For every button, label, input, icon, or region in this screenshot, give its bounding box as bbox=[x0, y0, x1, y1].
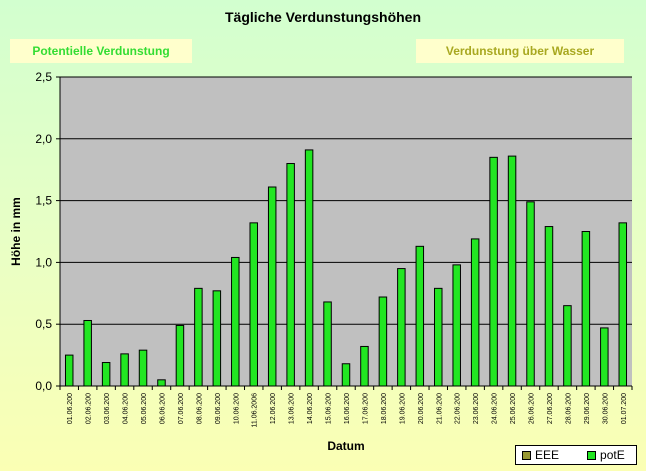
annotation-verdunstung-ueber-wasser: Verdunstung über Wasser bbox=[416, 39, 624, 63]
bar-pote bbox=[64, 354, 74, 387]
x-tick-label: 20.06.200 bbox=[418, 393, 425, 424]
bar-pote bbox=[489, 156, 498, 387]
x-tick-label: 13.06.200 bbox=[289, 393, 296, 424]
bar-pote bbox=[415, 245, 425, 387]
x-tick-label: 24.06.200 bbox=[492, 393, 499, 424]
x-tick-label: 09.06.200 bbox=[215, 393, 222, 424]
bar-pote bbox=[544, 226, 554, 387]
bar-pote bbox=[581, 231, 591, 387]
x-tick-label: 06.06.200 bbox=[159, 393, 166, 424]
bar-pote bbox=[267, 186, 277, 387]
bar-pote bbox=[452, 264, 461, 387]
bar-pote bbox=[323, 301, 332, 387]
bar-pote bbox=[231, 256, 240, 387]
bar-pote bbox=[360, 345, 369, 387]
x-tick-label: 01.07.200 bbox=[621, 393, 628, 424]
chart-title: Tägliche Verdunstungshöhen bbox=[224, 9, 422, 25]
y-tick-label: 2,5 bbox=[35, 70, 52, 84]
x-tick-label: 07.06.200 bbox=[178, 393, 185, 424]
x-tick-label: 01.06.200 bbox=[67, 393, 74, 424]
bar-pote bbox=[157, 379, 166, 387]
bar-pote bbox=[138, 349, 148, 387]
x-tick-label: 28.06.200 bbox=[565, 393, 572, 424]
x-tick-label: 10.06.200 bbox=[233, 393, 240, 424]
y-tick-label: 1,5 bbox=[35, 194, 52, 208]
bar-pote bbox=[120, 353, 129, 387]
x-tick-label: 17.06.200 bbox=[362, 393, 369, 424]
bar-pote bbox=[286, 163, 295, 387]
bar-pote bbox=[563, 305, 572, 387]
legend-swatch-pote bbox=[587, 450, 597, 460]
x-tick-label: 27.06.200 bbox=[547, 393, 554, 424]
legend-label-eee: EEE bbox=[535, 448, 560, 462]
bar-pote bbox=[304, 149, 314, 387]
x-tick-label: 16.06.200 bbox=[344, 393, 351, 424]
x-tick-label: 03.06.200 bbox=[104, 393, 111, 424]
x-tick-label: 19.06.200 bbox=[399, 393, 406, 424]
bar-pote bbox=[212, 290, 222, 387]
plot-area bbox=[60, 77, 632, 386]
x-tick-label: 29.06.200 bbox=[584, 393, 591, 424]
bar-pote bbox=[600, 327, 609, 387]
bar-pote bbox=[507, 155, 517, 387]
x-tick-label: 18.06.200 bbox=[381, 393, 388, 424]
legend-label-pote: potE bbox=[600, 448, 625, 462]
x-tick-label: 21.06.200 bbox=[436, 393, 443, 424]
y-axis-title: Höhe in mm bbox=[9, 197, 23, 266]
x-axis-title: Datum bbox=[327, 439, 364, 453]
bar-pote bbox=[341, 363, 351, 387]
x-tick-label: 15.06.200 bbox=[326, 393, 333, 424]
bar-pote bbox=[194, 287, 203, 387]
bar-pote bbox=[397, 268, 406, 387]
bar-pote bbox=[618, 222, 628, 387]
x-tick-label: 12.06.200 bbox=[270, 393, 277, 424]
x-tick-label: 22.06.200 bbox=[455, 393, 462, 424]
y-tick-label: 0,0 bbox=[35, 379, 52, 393]
bar-pote bbox=[101, 362, 111, 387]
bar-pote bbox=[434, 287, 443, 387]
x-tick-label: 23.06.200 bbox=[473, 393, 480, 424]
annotation-potentielle-verdunstung: Potentielle Verdunstung bbox=[10, 39, 192, 63]
x-tick-label: 04.06.200 bbox=[123, 393, 130, 424]
x-tick-label: 25.06.200 bbox=[510, 393, 517, 424]
bar-pote bbox=[175, 324, 185, 387]
legend-item-eee: EEE bbox=[522, 448, 559, 462]
x-tick-label: 30.06.200 bbox=[602, 393, 609, 424]
x-tick-label: 02.06.200 bbox=[86, 393, 93, 424]
y-tick-label: 2,0 bbox=[35, 132, 52, 146]
legend-swatch-eee bbox=[522, 450, 531, 460]
bar-pote bbox=[526, 201, 535, 387]
x-tick-label: 05.06.200 bbox=[141, 393, 148, 424]
x-tick-label: 08.06.200 bbox=[196, 393, 203, 424]
legend: EEE potE bbox=[515, 445, 637, 465]
x-tick-label: 11.06.2006 bbox=[252, 393, 259, 428]
bar-pote bbox=[83, 319, 92, 387]
bar-pote bbox=[249, 222, 258, 387]
y-tick-label: 1,0 bbox=[35, 255, 52, 269]
bar-pote bbox=[378, 296, 388, 387]
legend-item-pote: potE bbox=[587, 448, 625, 462]
x-tick-label: 14.06.200 bbox=[307, 393, 314, 424]
bar-pote bbox=[470, 238, 480, 387]
x-tick-label: 26.06.200 bbox=[529, 393, 536, 424]
y-tick-label: 0,5 bbox=[35, 317, 52, 331]
